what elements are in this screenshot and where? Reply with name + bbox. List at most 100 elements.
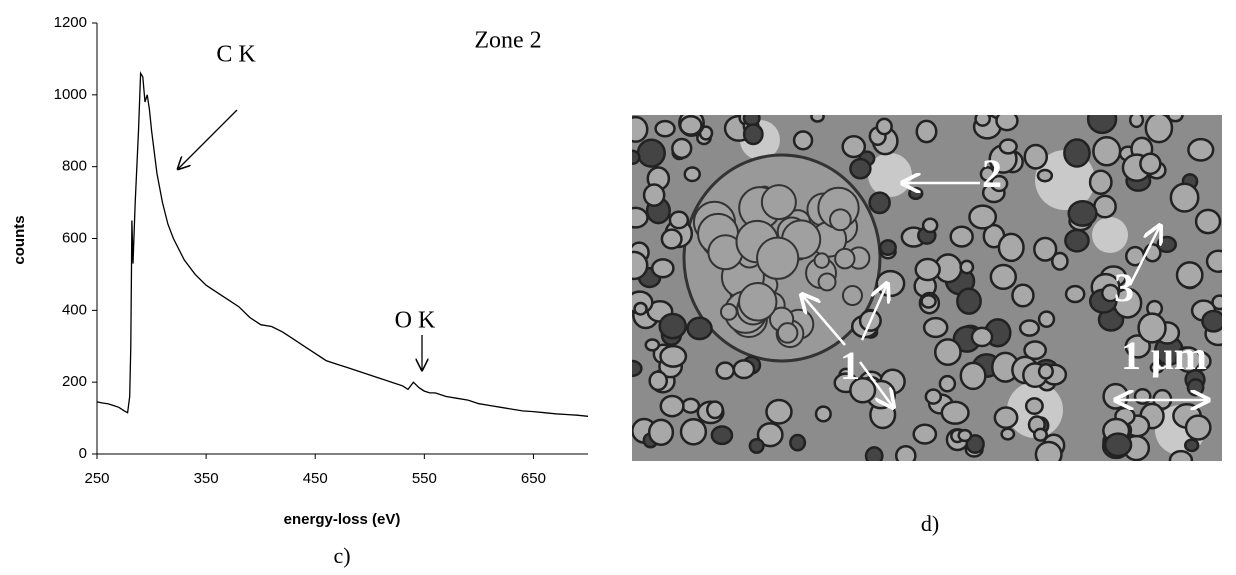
cell: [760, 184, 797, 221]
particle: [647, 418, 675, 447]
particle: [632, 250, 649, 281]
annotation: C K: [216, 42, 256, 68]
particle: [956, 287, 982, 315]
particle: [1036, 168, 1054, 183]
particle: [997, 232, 1025, 263]
particle: [1063, 138, 1091, 168]
particle: [968, 204, 998, 230]
particle: [921, 217, 939, 234]
particle: [1205, 249, 1222, 273]
particle: [1037, 363, 1054, 380]
particle: [686, 316, 713, 341]
particle: [792, 130, 814, 151]
particle: [1064, 284, 1086, 304]
y-tick-label: 0: [79, 445, 87, 462]
cell: [834, 247, 856, 270]
y-tick-label: 1200: [54, 14, 87, 31]
caption: c): [333, 543, 350, 568]
particle: [989, 174, 1009, 193]
cell: [828, 208, 852, 232]
particle: [651, 258, 675, 279]
particle: [934, 338, 962, 367]
x-tick-label: 450: [303, 470, 328, 487]
particle: [715, 361, 735, 380]
particle: [1000, 427, 1016, 441]
particle: [679, 417, 708, 446]
particle: [949, 225, 974, 248]
particle: [1023, 143, 1049, 170]
particle: [706, 400, 725, 420]
particle: [632, 115, 649, 143]
particle: [632, 149, 641, 165]
particle: [1184, 414, 1212, 441]
particle: [1149, 361, 1165, 374]
particle: [748, 437, 765, 454]
particle: [1186, 378, 1205, 397]
image-label: 3: [1114, 265, 1134, 310]
cell: [817, 272, 837, 292]
particle: [632, 206, 649, 229]
arrow: [1128, 226, 1160, 286]
particle: [1167, 115, 1184, 123]
particle: [732, 359, 756, 380]
arrow: [178, 109, 238, 169]
particle: [940, 400, 970, 425]
particle: [659, 344, 688, 368]
particle: [1102, 382, 1129, 410]
x-tick-label: 650: [521, 470, 546, 487]
spectrum-line: [96, 71, 589, 417]
particle: [959, 259, 975, 275]
particle: [710, 425, 734, 446]
arrow: [860, 284, 887, 341]
particle: [633, 301, 648, 316]
particle: [841, 135, 867, 159]
cell: [719, 302, 738, 321]
micrograph: 1 2 3 1 μm d): [632, 115, 1222, 536]
particle: [914, 257, 941, 282]
x-tick-label: 250: [84, 470, 109, 487]
particle: [915, 119, 938, 144]
annotation: Zone 2: [474, 28, 541, 54]
cell: [813, 252, 830, 269]
particle: [959, 361, 987, 391]
particle: [1067, 199, 1098, 227]
particle: [1011, 283, 1035, 308]
particle: [879, 239, 897, 256]
particle: [1175, 346, 1202, 373]
particle: [989, 263, 1018, 291]
particle: [1194, 208, 1222, 235]
particle: [632, 359, 643, 378]
image-label: 1: [840, 343, 860, 388]
y-axis-label: counts: [11, 215, 28, 264]
particle: [668, 210, 690, 230]
particle: [924, 388, 943, 405]
y-tick-label: 1000: [54, 86, 87, 103]
annotation: O K: [395, 308, 436, 334]
particle: [974, 115, 991, 127]
arrow: [802, 295, 846, 346]
cell: [756, 236, 800, 280]
particle: [1092, 135, 1122, 167]
particle: [875, 269, 906, 298]
particle: [1101, 283, 1120, 303]
particle: [868, 191, 891, 215]
particle: [1088, 169, 1113, 195]
particle: [920, 294, 937, 309]
particle: [1023, 340, 1048, 361]
particle: [957, 428, 973, 443]
x-tick-label: 550: [412, 470, 437, 487]
particle: [1211, 294, 1222, 311]
particle: [849, 157, 872, 180]
particle: [1133, 388, 1152, 405]
particle: [765, 398, 793, 425]
particle: [1051, 251, 1069, 271]
particle: [1139, 152, 1162, 176]
y-tick-label: 600: [62, 229, 87, 246]
particle: [1037, 310, 1056, 328]
y-tick-label: 400: [62, 301, 87, 318]
particle: [814, 405, 832, 423]
particle: [1201, 309, 1222, 333]
particle: [1156, 235, 1177, 254]
particle: [789, 433, 807, 452]
